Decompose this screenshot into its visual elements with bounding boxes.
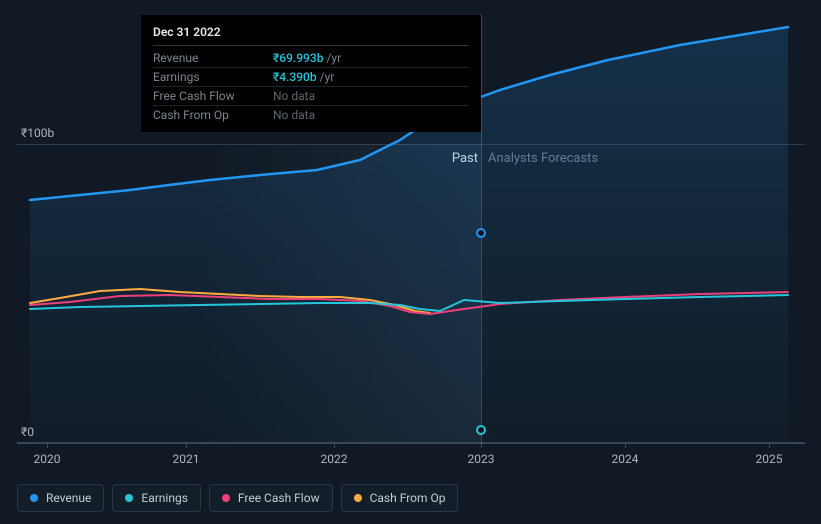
x-tick [186, 444, 187, 448]
tooltip-date: Dec 31 2022 [153, 25, 469, 46]
tooltip-row-value: ₹69.993b [273, 51, 323, 65]
tooltip-row: Revenue₹69.993b/yr [153, 49, 469, 68]
legend-item-free_cash_flow[interactable]: Free Cash Flow [209, 484, 333, 512]
x-axis-label: 2020 [34, 452, 61, 466]
tooltip-row: Cash From OpNo data [153, 106, 469, 124]
tooltip-row-name: Earnings [153, 70, 273, 84]
legend-item-label: Cash From Op [370, 491, 446, 505]
x-tick [625, 444, 626, 448]
x-axis-label: 2023 [468, 452, 495, 466]
x-axis-label: 2025 [756, 452, 783, 466]
x-axis-label: 2021 [173, 452, 200, 466]
tooltip-row-name: Cash From Op [153, 108, 273, 122]
chart-tooltip: Dec 31 2022 Revenue₹69.993b/yrEarnings₹4… [141, 15, 481, 132]
legend-item-label: Free Cash Flow [238, 491, 320, 505]
x-tick [47, 444, 48, 448]
legend-item-label: Revenue [46, 491, 91, 505]
chart-legend: Revenue Earnings Free Cash Flow Cash From O… [17, 484, 458, 512]
legend-item-revenue[interactable]: Revenue [17, 484, 104, 512]
revenue-cursor-marker [476, 228, 486, 238]
tooltip-row-suffix: /yr [320, 70, 335, 84]
tooltip-row-nodata: No data [273, 89, 315, 103]
x-tick [334, 444, 335, 448]
x-axis-label: 2022 [321, 452, 348, 466]
legend-dot-icon [222, 494, 230, 502]
legend-item-cash_from_op[interactable]: Cash From Op [341, 484, 459, 512]
legend-item-earnings[interactable]: Earnings [112, 484, 201, 512]
tooltip-row-nodata: No data [273, 108, 315, 122]
legend-dot-icon [30, 494, 38, 502]
legend-item-label: Earnings [141, 491, 188, 505]
x-axis-label: 2024 [612, 452, 639, 466]
tooltip-row: Free Cash FlowNo data [153, 87, 469, 106]
tooltip-row-name: Free Cash Flow [153, 89, 273, 103]
chart-lines-svg[interactable] [17, 130, 805, 444]
tooltip-row-name: Revenue [153, 51, 273, 65]
legend-dot-icon [125, 494, 133, 502]
earnings-cursor-marker [476, 425, 486, 435]
x-tick [769, 444, 770, 448]
x-tick [481, 444, 482, 448]
tooltip-row-suffix: /yr [326, 51, 341, 65]
tooltip-row-value: ₹4.390b [273, 70, 317, 84]
legend-dot-icon [354, 494, 362, 502]
tooltip-row: Earnings₹4.390b/yr [153, 68, 469, 87]
